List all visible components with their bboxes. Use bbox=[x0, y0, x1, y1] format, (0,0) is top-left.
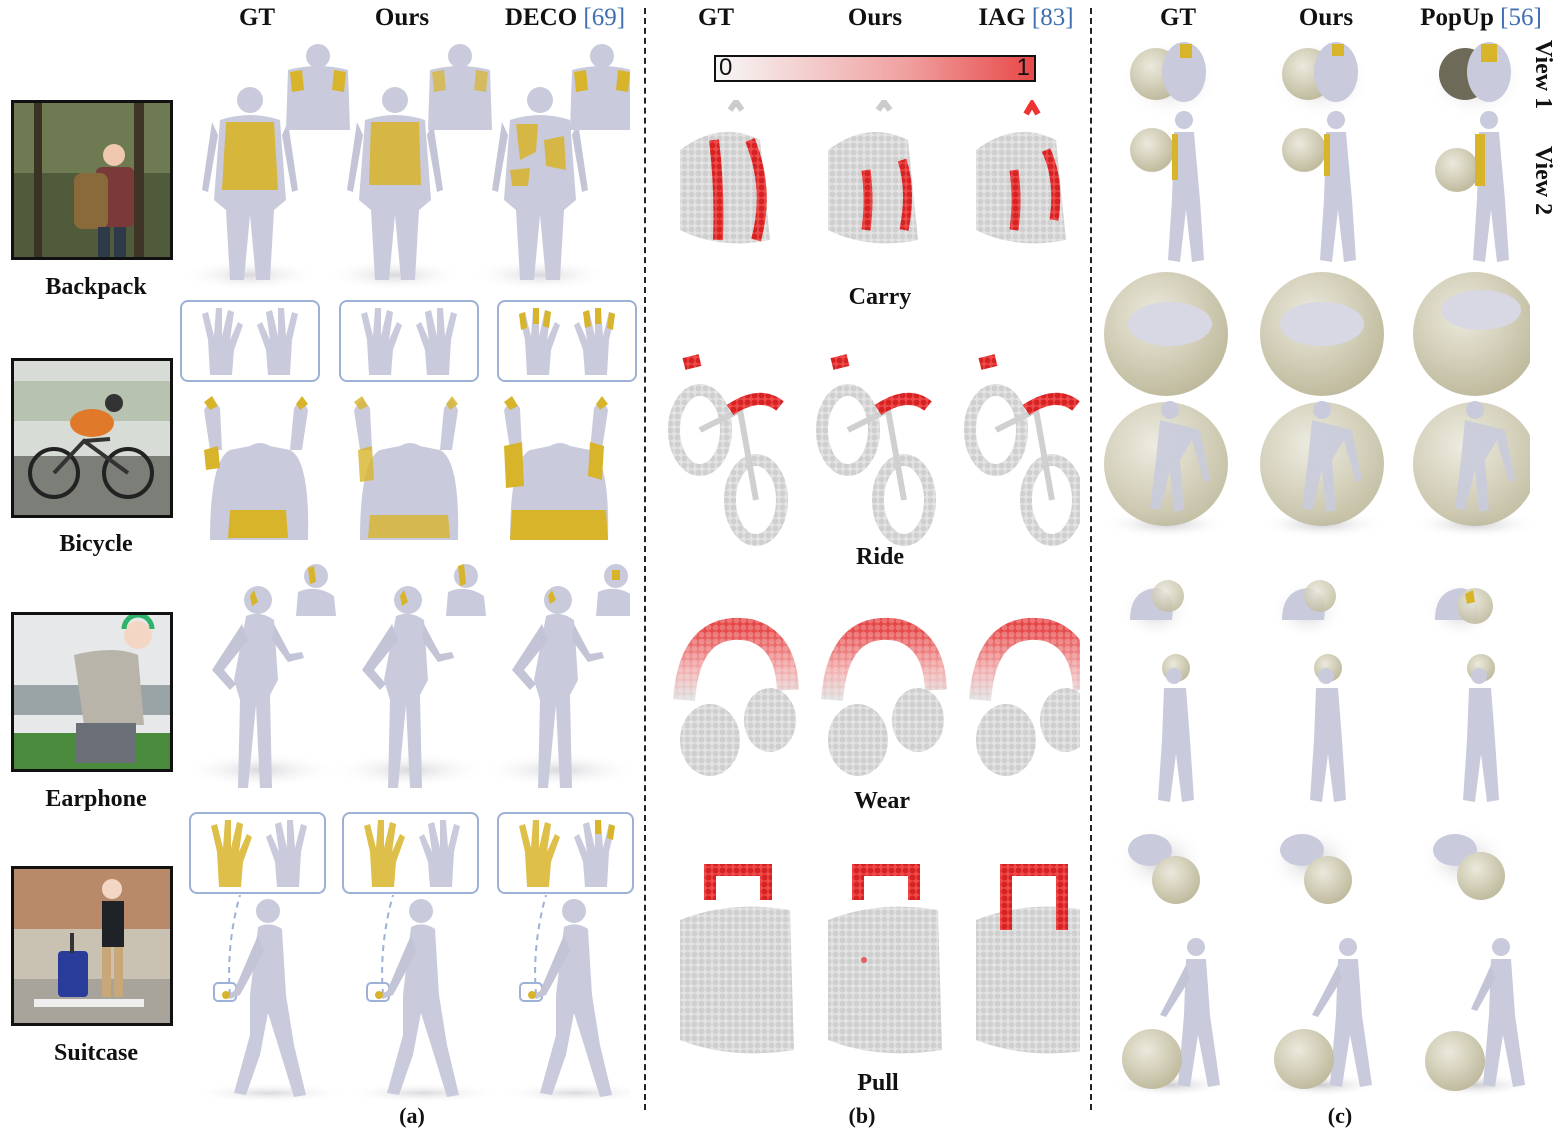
colorbar-min-label: 0 bbox=[719, 54, 733, 81]
bicycle-hand-meshes bbox=[202, 308, 615, 375]
backpack-contact-meshes bbox=[190, 44, 630, 291]
colorbar-max-label: 1 bbox=[1016, 54, 1030, 81]
affordance-label-wear: Wear bbox=[854, 788, 910, 814]
input-photo-backpack bbox=[11, 100, 173, 260]
suitcase-contact-meshes bbox=[190, 895, 630, 1103]
object-label-bicycle: Bicycle bbox=[59, 531, 133, 557]
affordance-colorbar: 0 1 bbox=[714, 54, 1036, 82]
header-gt-b: GT bbox=[697, 4, 735, 31]
panel-c-caption: (c) bbox=[1327, 1103, 1353, 1128]
citation: [69] bbox=[583, 4, 626, 31]
affordance-label-pull: Pull bbox=[857, 1070, 899, 1096]
suitcase-hand-meshes bbox=[211, 820, 615, 887]
affordance-label-carry: Carry bbox=[849, 284, 912, 310]
header-iag: IAG [83] bbox=[978, 4, 1074, 31]
object-label-suitcase: Suitcase bbox=[54, 1040, 138, 1066]
spatial-relation-renders bbox=[1102, 40, 1530, 1097]
header-deco: DECO [69] bbox=[504, 4, 626, 31]
input-photo-bicycle bbox=[11, 358, 173, 518]
view-label-1: View 1 bbox=[1530, 40, 1556, 110]
header-popup: PopUp [56] bbox=[1420, 4, 1542, 31]
input-photo-earphone bbox=[11, 612, 173, 772]
citation: [83] bbox=[1031, 4, 1074, 31]
object-label-backpack: Backpack bbox=[45, 274, 147, 300]
citation: [56] bbox=[1500, 4, 1542, 31]
header-ours-b: Ours bbox=[847, 4, 903, 31]
bicycle-contact-meshes bbox=[204, 396, 609, 540]
earphone-contact-meshes bbox=[190, 564, 630, 788]
affordance-label-ride: Ride bbox=[856, 544, 904, 570]
panel-divider bbox=[644, 8, 646, 1110]
object-label-earphone: Earphone bbox=[45, 786, 147, 812]
header-ours-a: Ours bbox=[374, 4, 430, 31]
view-label-2: View 2 bbox=[1530, 146, 1556, 216]
panel-divider bbox=[1090, 8, 1092, 1110]
affordance-point-clouds: Carry Ride Wear bbox=[668, 100, 1080, 1096]
panel-b-caption: (b) bbox=[848, 1103, 876, 1128]
input-photo-suitcase bbox=[11, 866, 173, 1026]
header-gt-c: GT bbox=[1159, 4, 1197, 31]
header-gt-a: GT bbox=[238, 4, 276, 31]
panel-a-caption: (a) bbox=[399, 1103, 425, 1128]
header-ours-c: Ours bbox=[1298, 4, 1354, 31]
